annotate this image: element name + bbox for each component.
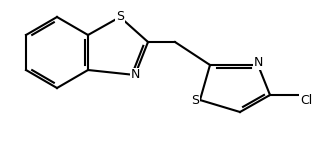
Text: N: N: [253, 57, 263, 69]
Text: Cl: Cl: [300, 93, 312, 106]
Text: N: N: [130, 68, 140, 81]
Text: S: S: [116, 11, 124, 24]
Text: S: S: [191, 93, 199, 106]
